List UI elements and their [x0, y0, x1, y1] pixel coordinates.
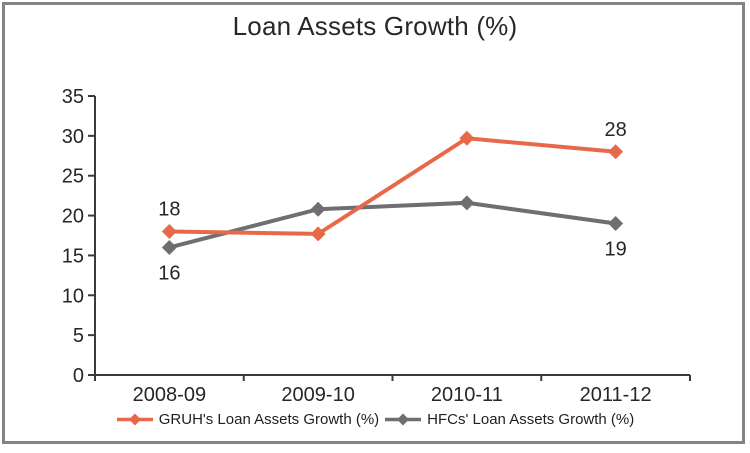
legend-item-gruh: GRUH's Loan Assets Growth (%)	[116, 411, 379, 428]
hfcs-series-marker-icon	[385, 413, 422, 426]
gruh-series-marker-icon	[116, 413, 153, 426]
svg-text:30: 30	[62, 126, 84, 148]
chart-title: Loan Assets Growth (%)	[232, 11, 518, 41]
legend-label-gruh: GRUH's Loan Assets Growth (%)	[158, 411, 380, 428]
svg-text:15: 15	[62, 245, 84, 267]
svg-text:28: 28	[605, 119, 627, 141]
svg-text:16: 16	[158, 262, 180, 284]
svg-text:35: 35	[62, 86, 84, 108]
legend: GRUH's Loan Assets Growth (%) HFCs' Loan…	[0, 411, 750, 428]
svg-text:25: 25	[62, 166, 84, 188]
svg-text:18: 18	[158, 199, 180, 221]
svg-text:19: 19	[605, 239, 627, 261]
svg-text:5: 5	[73, 325, 84, 347]
svg-text:0: 0	[73, 365, 84, 387]
legend-label-hfcs: HFCs' Loan Assets Growth (%)	[427, 411, 635, 428]
legend-item-hfcs: HFCs' Loan Assets Growth (%)	[384, 411, 634, 428]
svg-text:2011-12: 2011-12	[580, 384, 652, 406]
svg-text:10: 10	[62, 285, 84, 307]
svg-text:20: 20	[62, 206, 84, 228]
svg-text:2010-11: 2010-11	[431, 384, 503, 406]
svg-text:2008-09: 2008-09	[133, 384, 206, 406]
svg-text:2009-10: 2009-10	[281, 384, 354, 406]
